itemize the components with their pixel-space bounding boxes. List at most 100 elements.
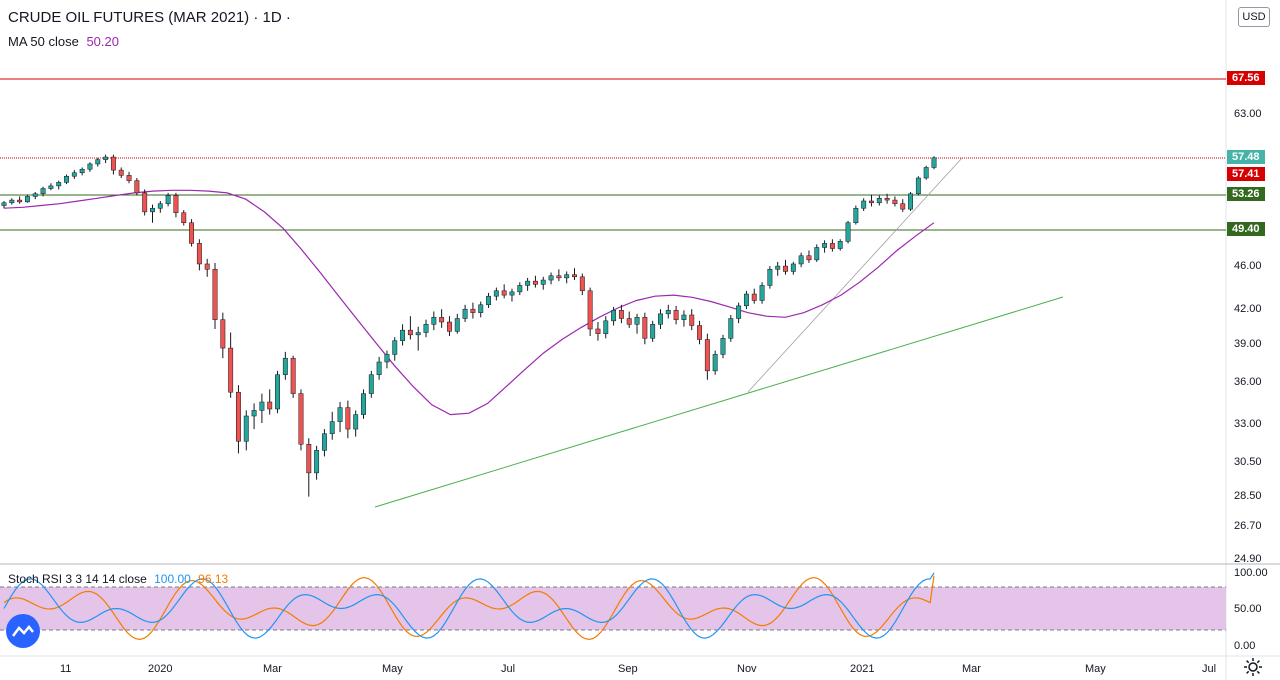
candle — [87, 162, 93, 172]
candle — [243, 410, 249, 451]
chart-title: CRUDE OIL FUTURES (MAR 2021) · 1D · — [8, 9, 291, 26]
gear-icon[interactable] — [1243, 657, 1263, 677]
candle-body — [775, 265, 781, 270]
rsi-band — [0, 587, 1226, 630]
short-trendline[interactable] — [747, 157, 963, 393]
candle-body — [876, 198, 882, 204]
candle — [126, 171, 132, 184]
candle-body — [923, 167, 929, 179]
candle-body — [908, 193, 914, 210]
candle — [767, 266, 773, 289]
price-tick: 30.50 — [1234, 456, 1262, 468]
candle — [704, 333, 710, 380]
currency-button[interactable]: USD — [1238, 7, 1270, 27]
candle — [603, 316, 609, 339]
candle-body — [931, 157, 937, 168]
candle-body — [196, 243, 202, 265]
candle — [681, 310, 687, 327]
candle-body — [439, 317, 445, 323]
rsi-d-value: 96.13 — [198, 572, 229, 586]
tradingview-logo[interactable] — [6, 614, 40, 648]
candle-body — [423, 324, 429, 333]
time-tick: May — [1085, 663, 1106, 675]
time-tick: Mar — [962, 663, 981, 675]
candle — [822, 240, 828, 253]
price-tick: 42.00 — [1234, 303, 1262, 315]
rsi-tick: 0.00 — [1234, 640, 1255, 652]
candle-body — [329, 421, 335, 434]
rsi-k-line — [3, 572, 935, 639]
candle — [298, 389, 304, 451]
candle-body — [134, 180, 140, 194]
candle-body — [189, 222, 195, 244]
candle-body — [861, 200, 867, 209]
candle-body — [486, 295, 491, 306]
candle-body — [267, 401, 273, 410]
candle — [267, 389, 273, 415]
candle — [165, 192, 171, 207]
candle — [837, 239, 843, 251]
candle — [376, 356, 382, 380]
candle — [697, 320, 702, 345]
time-tick: Nov — [737, 663, 757, 675]
candle — [9, 198, 15, 205]
candle-body — [204, 263, 210, 270]
candle — [236, 385, 241, 454]
price-label-57: 57.41 — [1227, 167, 1265, 181]
price-tick: 26.70 — [1234, 520, 1262, 532]
candle-body — [361, 393, 366, 415]
candle-body — [720, 338, 726, 355]
candle-body — [587, 290, 593, 330]
candle — [462, 304, 468, 322]
candle — [345, 400, 351, 439]
candle-body — [228, 347, 234, 393]
candle — [579, 273, 585, 296]
ma-legend: MA 50 close 50.20 — [8, 34, 119, 49]
candle — [470, 302, 476, 319]
candle-body — [517, 285, 523, 293]
candle — [447, 316, 452, 336]
candle — [525, 277, 531, 291]
time-tick: 2021 — [850, 663, 874, 675]
candle — [517, 282, 523, 296]
candle — [353, 410, 359, 437]
candle — [407, 316, 413, 340]
candle-body — [704, 339, 710, 372]
candle — [64, 174, 69, 185]
candle-body — [118, 169, 124, 176]
candle — [923, 165, 929, 180]
candle — [634, 313, 640, 334]
candle — [540, 276, 546, 290]
long-trendline[interactable] — [374, 296, 1064, 508]
candle — [626, 311, 632, 328]
rsi-tick: 50.00 — [1234, 603, 1262, 615]
candle-body — [462, 308, 468, 319]
candle — [572, 268, 577, 281]
candle — [743, 290, 749, 310]
candle-body — [681, 314, 687, 320]
candle — [736, 302, 742, 324]
candle — [720, 334, 726, 359]
stoch-rsi-lines — [3, 572, 935, 641]
candle — [384, 350, 390, 369]
candle — [306, 438, 312, 497]
candle-body — [783, 265, 788, 272]
time-tick: Jul — [501, 663, 515, 675]
candle-body — [314, 450, 320, 474]
candle — [118, 167, 124, 178]
candle-body — [658, 313, 663, 325]
candle-body — [415, 332, 421, 336]
candle-body — [697, 325, 702, 340]
candle — [439, 309, 445, 328]
price-tick: 24.90 — [1234, 553, 1262, 565]
candle-body — [665, 310, 671, 315]
candle — [259, 393, 265, 423]
candle — [1, 200, 7, 209]
candle-body — [673, 310, 679, 320]
candle-body — [181, 212, 187, 223]
price-tick: 63.00 — [1234, 108, 1262, 120]
candle-body — [556, 275, 562, 279]
candle — [95, 157, 101, 167]
candle — [228, 332, 234, 398]
